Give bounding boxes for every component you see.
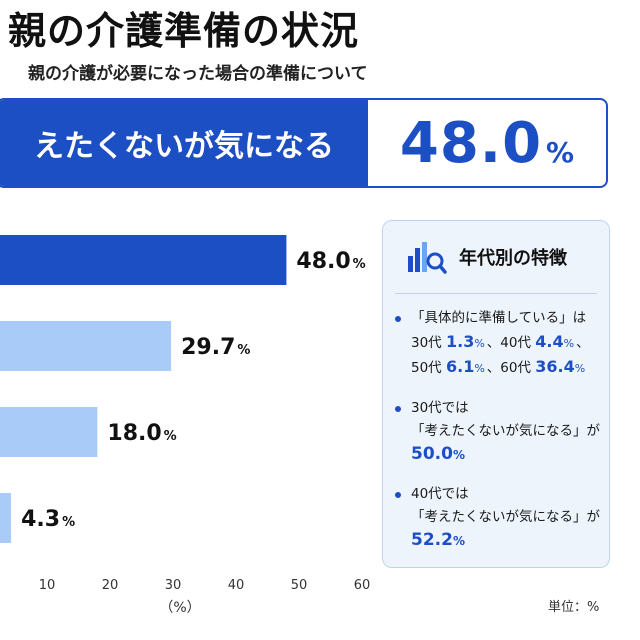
panel-header: 年代別の特徴 xyxy=(383,221,609,293)
bar-value-label-2: 18.0% xyxy=(107,421,176,446)
bar-value-number: 18.0 xyxy=(107,421,161,446)
bar-3 xyxy=(0,493,12,543)
panel-divider xyxy=(395,293,597,294)
age-label: 60代 xyxy=(500,360,536,376)
age-label: 50代 xyxy=(411,360,446,376)
bar-value-unit: % xyxy=(62,515,75,530)
x-axis-unit-label: （%） xyxy=(159,600,201,616)
bullet-icon xyxy=(395,316,401,322)
bullet-icon xyxy=(395,492,401,498)
bar-value-number: 4.3 xyxy=(21,507,60,532)
feature-value: 50.0 xyxy=(411,444,453,464)
percent-sign: % xyxy=(452,448,465,462)
age-value: 36.4 xyxy=(535,357,575,376)
bar-value-label-3: 4.3% xyxy=(21,507,75,532)
x-tick-label-20: 20 xyxy=(102,578,119,593)
feature-line: 「考えたくないが気になる」が xyxy=(411,509,600,525)
age-label: 40代 xyxy=(500,335,536,351)
feature-value: 52.2 xyxy=(411,530,453,550)
separator: 、 xyxy=(486,335,501,351)
unit-note: 単位：% xyxy=(548,600,600,615)
age-value: 6.1 xyxy=(445,357,475,376)
percent-sign: % xyxy=(563,337,575,350)
age-value: 1.3 xyxy=(445,332,475,351)
bar-value-unit: % xyxy=(164,429,177,444)
x-tick-label-50: 50 xyxy=(291,578,308,593)
highlight-label: えたくないが気になる xyxy=(34,129,334,164)
chart-search-icon xyxy=(408,242,447,274)
bar-value-number: 29.7 xyxy=(181,335,235,360)
feature-item-40s: 40代では 「考えたくないが気になる」が 52.2% xyxy=(395,483,605,553)
feature-line: 40代では xyxy=(411,486,469,502)
x-tick-label-40: 40 xyxy=(228,578,245,593)
highlight-value: 48.0 xyxy=(399,110,543,176)
bar-value-unit: % xyxy=(353,257,366,272)
percent-sign: % xyxy=(574,362,586,375)
highlight-banner: えたくないが気になる 48.0 % xyxy=(0,98,608,188)
x-tick-label-30: 30 xyxy=(165,578,182,593)
bar-value-labels: 48.0 %29.7 %18.0 %4.3% xyxy=(21,249,366,532)
feature-line: 30代では xyxy=(411,400,469,416)
feature-line: 30代 1.3% 、40代 4.4%、 xyxy=(395,330,605,355)
page-title: 親の介護準備の状況 xyxy=(8,9,360,53)
highlight-unit: % xyxy=(546,135,575,169)
highlight-value-box: 48.0 % xyxy=(368,100,606,186)
x-tick-label-10: 10 xyxy=(39,578,56,593)
bullet-icon xyxy=(395,406,401,412)
feature-item-30s: 30代では 「考えたくないが気になる」が 50.0% xyxy=(395,397,605,467)
age-label: 30代 xyxy=(411,335,446,351)
x-tick-label-60: 60 xyxy=(354,578,371,593)
highlight-label-box: えたくないが気になる xyxy=(0,100,368,186)
bar-value-number: 48.0 xyxy=(296,249,350,274)
percent-sign: % xyxy=(474,362,485,375)
bar-value-unit: % xyxy=(237,343,250,358)
feature-line: 50.0% xyxy=(395,443,605,467)
page-subtitle: 親の介護が必要になった場合の準備について xyxy=(28,64,368,84)
bar-0 xyxy=(0,235,287,285)
bar-1 xyxy=(0,321,172,371)
separator: 、 xyxy=(576,335,590,351)
x-axis-ticks: 0102030405060 xyxy=(39,578,371,593)
bar-2 xyxy=(0,407,98,457)
bar-chart: 48.0%29.7%18.0%4.3% 0102030405060 xyxy=(0,235,371,593)
bars-layer xyxy=(0,235,287,543)
feature-line: 「考えたくないが気になる」が xyxy=(411,423,600,439)
feature-line: 50代 6.1% 、60代 36.4% xyxy=(395,355,605,380)
bar-value-label-0: 48.0% xyxy=(296,249,365,274)
feature-line: 「具体的に準備している」は xyxy=(411,310,587,326)
feature-panel: 年代別の特徴 「具体的に準備している」は 30代 1.3% 、40代 4.4%、 … xyxy=(382,220,610,568)
feature-line: 52.2% xyxy=(395,529,605,553)
feature-item-preparing: 「具体的に準備している」は 30代 1.3% 、40代 4.4%、 50代 6.1… xyxy=(395,307,605,380)
separator: 、 xyxy=(486,360,501,376)
percent-sign: % xyxy=(474,337,485,350)
age-value: 4.4 xyxy=(535,332,564,351)
panel-title: 年代別の特徴 xyxy=(459,248,567,269)
percent-sign: % xyxy=(452,534,465,548)
bar-value-label-1: 29.7% xyxy=(181,335,250,360)
